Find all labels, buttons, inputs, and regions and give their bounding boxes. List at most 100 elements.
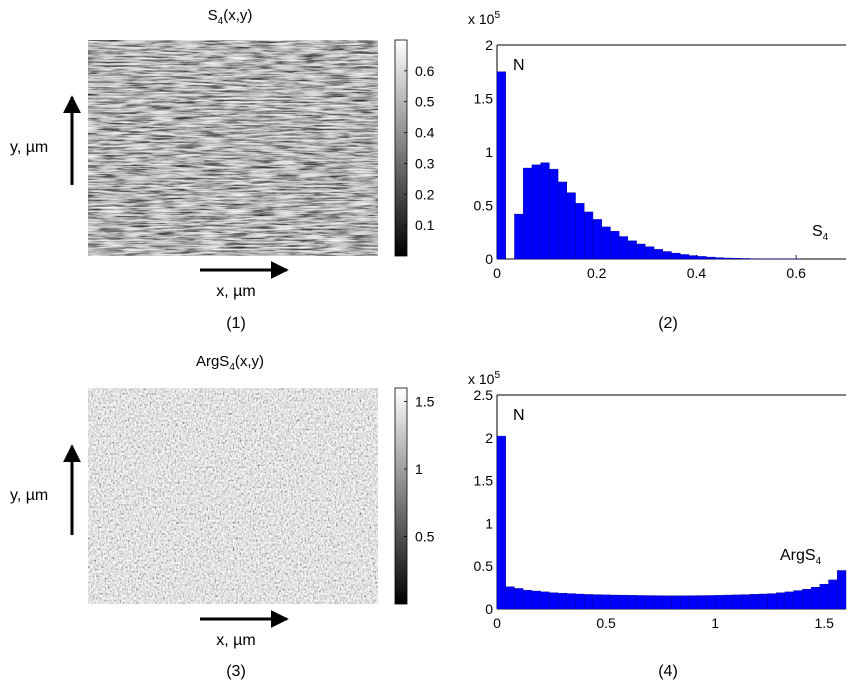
s4-hist-bar [636, 243, 646, 260]
s4-hist-bar [514, 213, 524, 260]
args4-hist-y-tick-label: 0.5 [474, 558, 494, 574]
args4-hist-bar [714, 595, 725, 610]
s4-hist-y-tick-label: 1.5 [474, 91, 494, 107]
s4-hist-y-tick-label: 2 [485, 37, 493, 53]
p3-x-axis-label: x, µm [216, 632, 255, 649]
args4-colorbar-tick-label: 0.5 [415, 529, 435, 545]
args4-hist-x-tick-label: 0 [493, 615, 501, 631]
s4-hist-bar [522, 167, 533, 260]
args4-hist-x-tick-label: 1 [711, 615, 719, 631]
args4-hist-bar [819, 583, 829, 610]
s4-hist-bar [592, 219, 602, 260]
s4-hist-bar [688, 255, 698, 260]
s4-hist-bar [549, 168, 559, 260]
panel-3-title: ArgS4(x,y) [196, 353, 264, 373]
s4-histogram-axes: 0 0.5 1 1.5 2 0 0.2 0.4 0.6 [474, 37, 846, 281]
args4-hist-bar [776, 592, 786, 610]
args4-hist-bar [531, 590, 541, 610]
h4-y-multiplier: x 105 [468, 370, 500, 387]
args4-hist-bar [749, 594, 759, 610]
args4-hist-bar [584, 594, 594, 610]
s4-hist-y-tick-label: 1 [485, 144, 493, 160]
s4-hist-bar [584, 211, 594, 260]
p1-y-axis-label: y, µm [10, 139, 48, 156]
panel-1-caption: (1) [226, 315, 246, 332]
args4-hist-bar [723, 594, 733, 610]
h4-y-label: N [513, 407, 525, 424]
s4-hist-bar [671, 252, 681, 260]
s4-hist-bar [601, 226, 611, 260]
s4-hist-bar [697, 256, 707, 260]
s4-colorbar-tick-label: 0.5 [415, 94, 435, 110]
panel-4-caption: (4) [658, 663, 678, 680]
args4-colorbar-ticks: 0.5 1 1.5 [404, 394, 435, 545]
args4-hist-bar [557, 592, 568, 610]
args4-hist-bar [601, 594, 611, 610]
args4-hist-bar [496, 435, 506, 610]
panel-2-caption: (2) [658, 315, 678, 332]
args4-hist-bar [802, 589, 812, 610]
args4-hist-bar [837, 570, 847, 610]
s4-hist-y-tick-label: 0.5 [474, 198, 494, 214]
args4-hist-bar [592, 594, 602, 610]
panel-1: S4(x,y) 0.1 0.2 0.3 0.4 0.5 0.6 y, µm x, µm (… [10, 7, 435, 332]
s4-colorbar-tick-label: 0.1 [415, 217, 435, 233]
args4-hist-bar [540, 591, 550, 610]
s4-hist-bar [575, 203, 585, 260]
args4-map-image [88, 388, 378, 604]
args4-hist-bar [671, 595, 681, 610]
args4-hist-bar [828, 579, 838, 610]
s4-hist-x-tick-label: 0.6 [786, 265, 806, 281]
args4-hist-bar [741, 594, 751, 610]
args4-colorbar-tick-label: 1 [415, 461, 423, 477]
args4-hist-bar [758, 593, 768, 610]
args4-hist-bar [610, 594, 620, 610]
s4-hist-bar [557, 181, 568, 260]
panel-2: 0 0.5 1 1.5 2 0 0.2 0.4 0.6 x 105 N S4 (2) [468, 10, 846, 332]
s4-map-image [88, 40, 378, 256]
args4-hist-y-tick-label: 1 [485, 515, 493, 531]
s4-hist-bar [706, 256, 716, 260]
s4-hist-bar [496, 71, 506, 260]
h4-x-label: ArgS4 [780, 547, 822, 567]
s4-hist-bar [540, 162, 550, 260]
args4-colorbar-tick-label: 1.5 [415, 394, 435, 410]
args4-hist-bar [514, 588, 524, 610]
args4-hist-bar [732, 594, 742, 610]
args4-hist-x-tick-label: 1.5 [814, 615, 834, 631]
args4-hist-bar [645, 595, 655, 610]
s4-hist-x-tick-label: 0 [493, 265, 501, 281]
s4-hist-bar [732, 258, 742, 260]
s4-hist-bar [653, 249, 663, 260]
s4-hist-y-tick-label: 0 [485, 251, 493, 267]
args4-histogram-bars [496, 435, 847, 610]
args4-hist-bar [706, 595, 716, 610]
args4-hist-bar [697, 595, 707, 610]
panel-3: ArgS4(x,y) 0.5 1 1.5 y, µm x, µm (3) [10, 353, 435, 680]
s4-hist-bar [680, 254, 690, 260]
args4-hist-bar [522, 589, 533, 610]
s4-hist-bar [618, 236, 629, 260]
s4-hist-bar [566, 192, 576, 260]
args4-hist-bar [636, 595, 646, 610]
args4-hist-bar [566, 593, 576, 610]
s4-hist-x-tick-label: 0.4 [687, 265, 707, 281]
args4-hist-bar [784, 591, 794, 610]
s4-hist-bar [610, 230, 620, 260]
args4-hist-y-tick-label: 0 [485, 601, 493, 617]
s4-colorbar-tick-label: 0.3 [415, 155, 435, 171]
panel-3-caption: (3) [226, 663, 246, 680]
args4-hist-bar [618, 594, 629, 610]
args4-hist-bar [505, 586, 515, 610]
s4-hist-bar [741, 258, 751, 260]
s4-hist-bar [645, 246, 655, 260]
args4-hist-y-tick-label: 1.5 [474, 473, 494, 489]
s4-hist-bar [662, 251, 672, 260]
panel-1-title: S4(x,y) [208, 7, 253, 27]
h2-y-multiplier: x 105 [468, 10, 500, 27]
args4-hist-bar [793, 590, 803, 610]
args4-hist-bar [680, 595, 690, 610]
s4-colorbar-tick-label: 0.2 [415, 186, 435, 202]
s4-colorbar-tick-label: 0.4 [415, 125, 435, 141]
